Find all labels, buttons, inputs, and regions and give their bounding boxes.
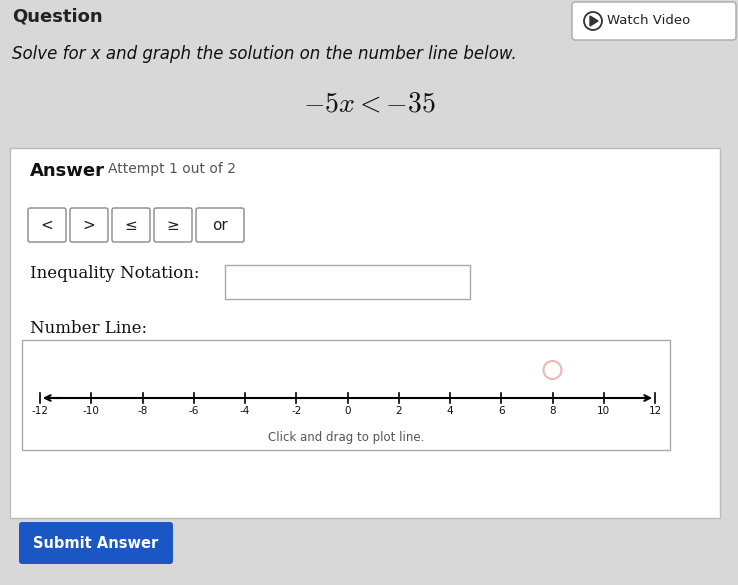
Text: Click and drag to plot line.: Click and drag to plot line. <box>268 431 424 444</box>
Text: ≤: ≤ <box>125 218 137 232</box>
Text: Watch Video: Watch Video <box>607 15 690 27</box>
FancyBboxPatch shape <box>572 2 736 40</box>
Polygon shape <box>590 16 598 26</box>
FancyBboxPatch shape <box>225 265 470 299</box>
Text: <: < <box>41 218 53 232</box>
Text: Solve for x and graph the solution on the number line below.: Solve for x and graph the solution on th… <box>12 45 517 63</box>
Text: >: > <box>83 218 95 232</box>
FancyBboxPatch shape <box>10 148 720 518</box>
Text: or: or <box>212 218 228 232</box>
Text: 4: 4 <box>446 406 453 416</box>
Text: -6: -6 <box>189 406 199 416</box>
Text: Answer: Answer <box>30 162 105 180</box>
Text: 8: 8 <box>549 406 556 416</box>
Text: 6: 6 <box>498 406 505 416</box>
FancyBboxPatch shape <box>22 340 670 450</box>
Text: Question: Question <box>12 8 103 26</box>
FancyBboxPatch shape <box>70 208 108 242</box>
Text: 2: 2 <box>396 406 402 416</box>
Text: ≥: ≥ <box>167 218 179 232</box>
Text: Attempt 1 out of 2: Attempt 1 out of 2 <box>108 162 236 176</box>
Text: Number Line:: Number Line: <box>30 320 147 337</box>
Text: -12: -12 <box>32 406 49 416</box>
Text: -4: -4 <box>240 406 250 416</box>
Text: -2: -2 <box>291 406 301 416</box>
FancyBboxPatch shape <box>196 208 244 242</box>
Text: $-5x < -35$: $-5x < -35$ <box>303 90 435 118</box>
FancyBboxPatch shape <box>154 208 192 242</box>
Text: -8: -8 <box>137 406 148 416</box>
Text: Inequality Notation:: Inequality Notation: <box>30 265 199 282</box>
Text: 12: 12 <box>649 406 662 416</box>
Text: 0: 0 <box>344 406 351 416</box>
FancyBboxPatch shape <box>112 208 150 242</box>
FancyBboxPatch shape <box>19 522 173 564</box>
FancyBboxPatch shape <box>28 208 66 242</box>
Text: -10: -10 <box>83 406 100 416</box>
Text: Submit Answer: Submit Answer <box>33 535 159 550</box>
Text: 10: 10 <box>597 406 610 416</box>
